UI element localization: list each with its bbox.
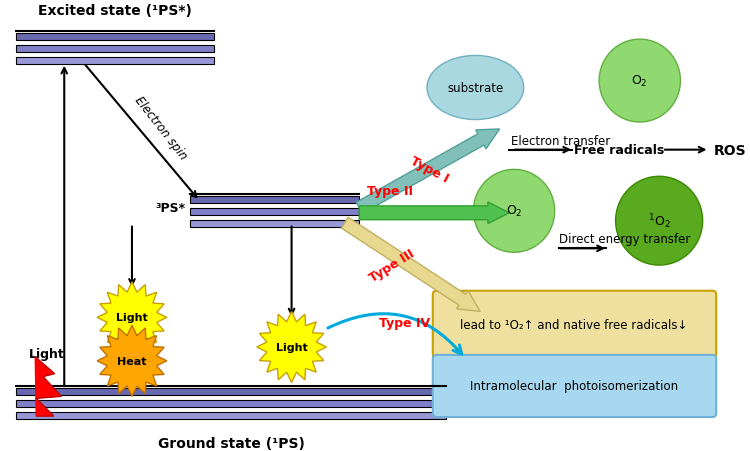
Bar	[16, 412, 446, 419]
Text: Ground state (¹PS): Ground state (¹PS)	[158, 436, 304, 450]
Text: Excited state (¹PS*): Excited state (¹PS*)	[38, 5, 192, 18]
Bar	[16, 58, 214, 64]
Ellipse shape	[427, 56, 524, 120]
Text: Type II: Type II	[367, 184, 413, 198]
Polygon shape	[35, 357, 62, 416]
FancyArrow shape	[341, 218, 480, 312]
Text: Free radicals: Free radicals	[574, 144, 664, 157]
Circle shape	[599, 40, 680, 123]
Text: Electron transfer: Electron transfer	[512, 134, 610, 147]
Bar	[190, 197, 359, 203]
Text: Electron spin: Electron spin	[132, 93, 190, 162]
FancyArrow shape	[359, 202, 509, 224]
Text: O$_2$: O$_2$	[506, 204, 522, 219]
FancyBboxPatch shape	[433, 355, 716, 417]
Polygon shape	[98, 326, 166, 396]
FancyBboxPatch shape	[433, 291, 716, 358]
Text: Type I: Type I	[408, 155, 451, 185]
Text: Type III: Type III	[367, 247, 417, 284]
Text: $^1$O$_2$: $^1$O$_2$	[648, 212, 670, 230]
Bar	[190, 220, 359, 227]
Text: Intramolecular  photoisomerization: Intramolecular photoisomerization	[470, 379, 678, 392]
Text: ROS: ROS	[713, 143, 746, 157]
Circle shape	[473, 170, 555, 253]
Bar	[16, 389, 446, 396]
FancyArrowPatch shape	[328, 314, 462, 354]
Text: ³PS*: ³PS*	[155, 202, 185, 215]
Text: substrate: substrate	[447, 82, 503, 95]
Polygon shape	[98, 282, 166, 353]
Text: lead to ¹O₂↑ and native free radicals↓: lead to ¹O₂↑ and native free radicals↓	[460, 318, 688, 331]
Text: Light: Light	[276, 342, 308, 352]
Bar	[190, 208, 359, 215]
Bar	[16, 400, 446, 407]
FancyArrow shape	[356, 129, 500, 214]
Circle shape	[616, 177, 703, 266]
Text: Heat: Heat	[117, 356, 147, 366]
Text: Light: Light	[28, 348, 64, 361]
Bar	[16, 34, 214, 41]
Text: O$_2$: O$_2$	[632, 74, 648, 89]
Text: Light: Light	[116, 313, 148, 322]
Text: Direct energy transfer: Direct energy transfer	[560, 233, 691, 246]
Bar	[16, 46, 214, 53]
Polygon shape	[256, 312, 326, 382]
Text: Type IV: Type IV	[379, 317, 430, 330]
